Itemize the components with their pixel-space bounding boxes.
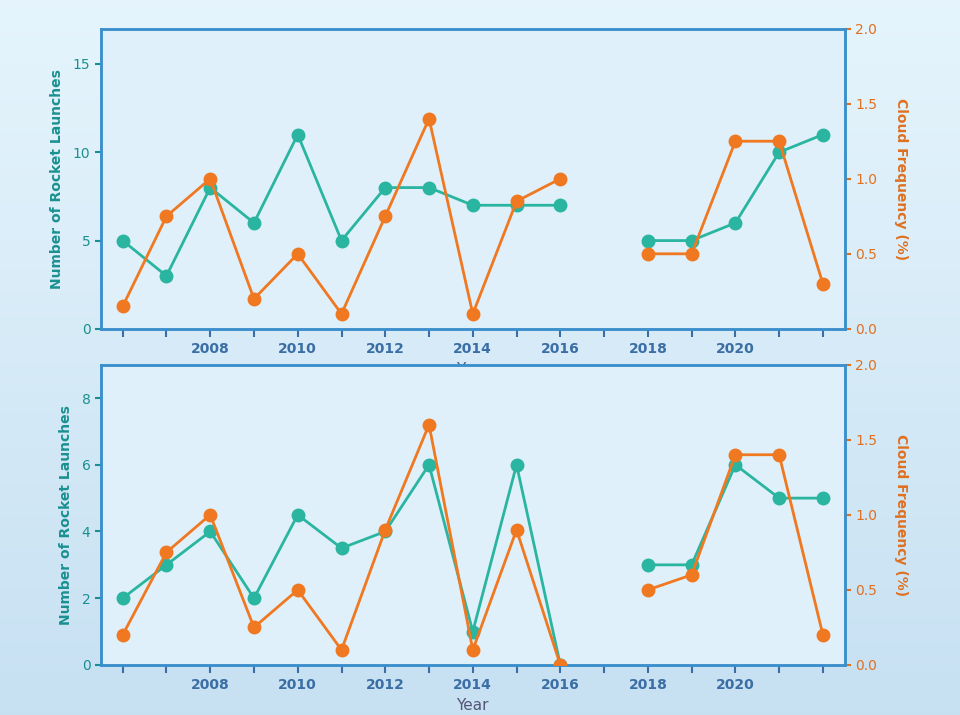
Y-axis label: Cloud Frequency (%): Cloud Frequency (%): [894, 98, 908, 260]
Y-axis label: Number of Rocket Launches: Number of Rocket Launches: [51, 69, 64, 289]
Y-axis label: Cloud Frequency (%): Cloud Frequency (%): [894, 434, 908, 596]
X-axis label: Year: Year: [457, 698, 489, 713]
X-axis label: Year: Year: [457, 362, 489, 377]
Y-axis label: Number of Rocket Launches: Number of Rocket Launches: [60, 405, 73, 625]
